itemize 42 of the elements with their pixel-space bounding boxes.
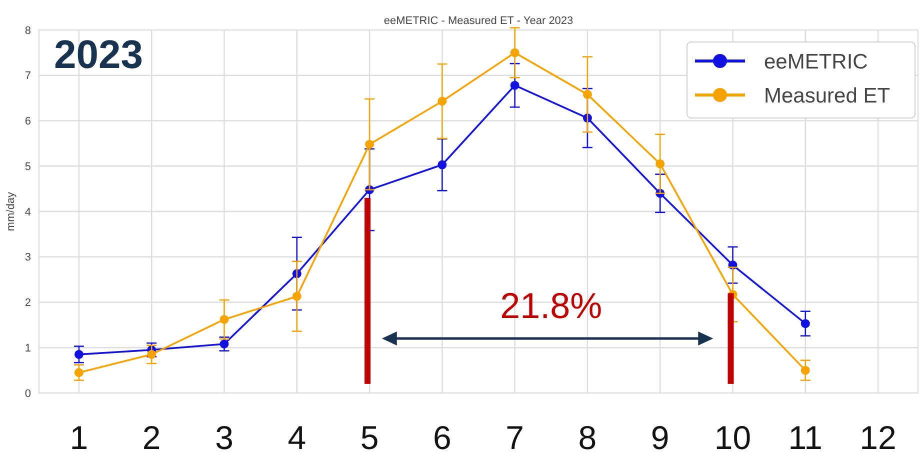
point xyxy=(656,159,665,168)
x-tick-label: 5 xyxy=(360,419,379,456)
legend-label: Measured ET xyxy=(764,84,890,108)
y-tick-label: 6 xyxy=(24,116,31,128)
point xyxy=(365,140,374,149)
point xyxy=(220,314,229,324)
annotation: 2023 xyxy=(54,33,143,77)
x-tick-label: 3 xyxy=(215,419,234,456)
point xyxy=(510,48,520,58)
x-tick-label: 4 xyxy=(288,419,306,456)
point xyxy=(438,96,447,106)
x-tick-label: 8 xyxy=(578,419,597,456)
point xyxy=(220,339,229,348)
point xyxy=(74,368,84,378)
x-tick-label: 12 xyxy=(860,419,896,456)
point xyxy=(147,350,156,359)
y-tick-label: 4 xyxy=(24,206,31,218)
x-tick-label: 6 xyxy=(433,419,452,456)
point xyxy=(800,319,810,328)
y-axis-title: mm/day xyxy=(5,191,17,232)
annotation: 21.8% xyxy=(500,285,602,326)
point xyxy=(74,350,84,359)
x-tick-label: 11 xyxy=(788,419,823,456)
y-tick-label: 8 xyxy=(24,24,31,37)
legend-label: eeMETRIC xyxy=(764,50,868,74)
x-tick-label: 7 xyxy=(506,419,524,456)
y-tick-label: 1 xyxy=(24,342,31,354)
y-tick-label: 3 xyxy=(24,252,31,264)
x-tick-label: 2 xyxy=(142,419,161,456)
point xyxy=(438,160,447,170)
point xyxy=(800,366,810,375)
x-tick-label: 1 xyxy=(70,419,88,456)
point xyxy=(582,90,592,99)
y-tick-label: 2 xyxy=(24,297,31,310)
point xyxy=(292,292,302,301)
chart-title: eeMETRIC - Measured ET - Year 2023 xyxy=(384,15,574,27)
x-tick-label: 10 xyxy=(714,419,752,456)
y-tick-label: 0 xyxy=(24,388,31,400)
y-tick-label: 7 xyxy=(24,70,31,82)
y-tick-label: 5 xyxy=(24,160,31,173)
point xyxy=(510,80,520,90)
x-tick-label: 9 xyxy=(650,419,670,456)
